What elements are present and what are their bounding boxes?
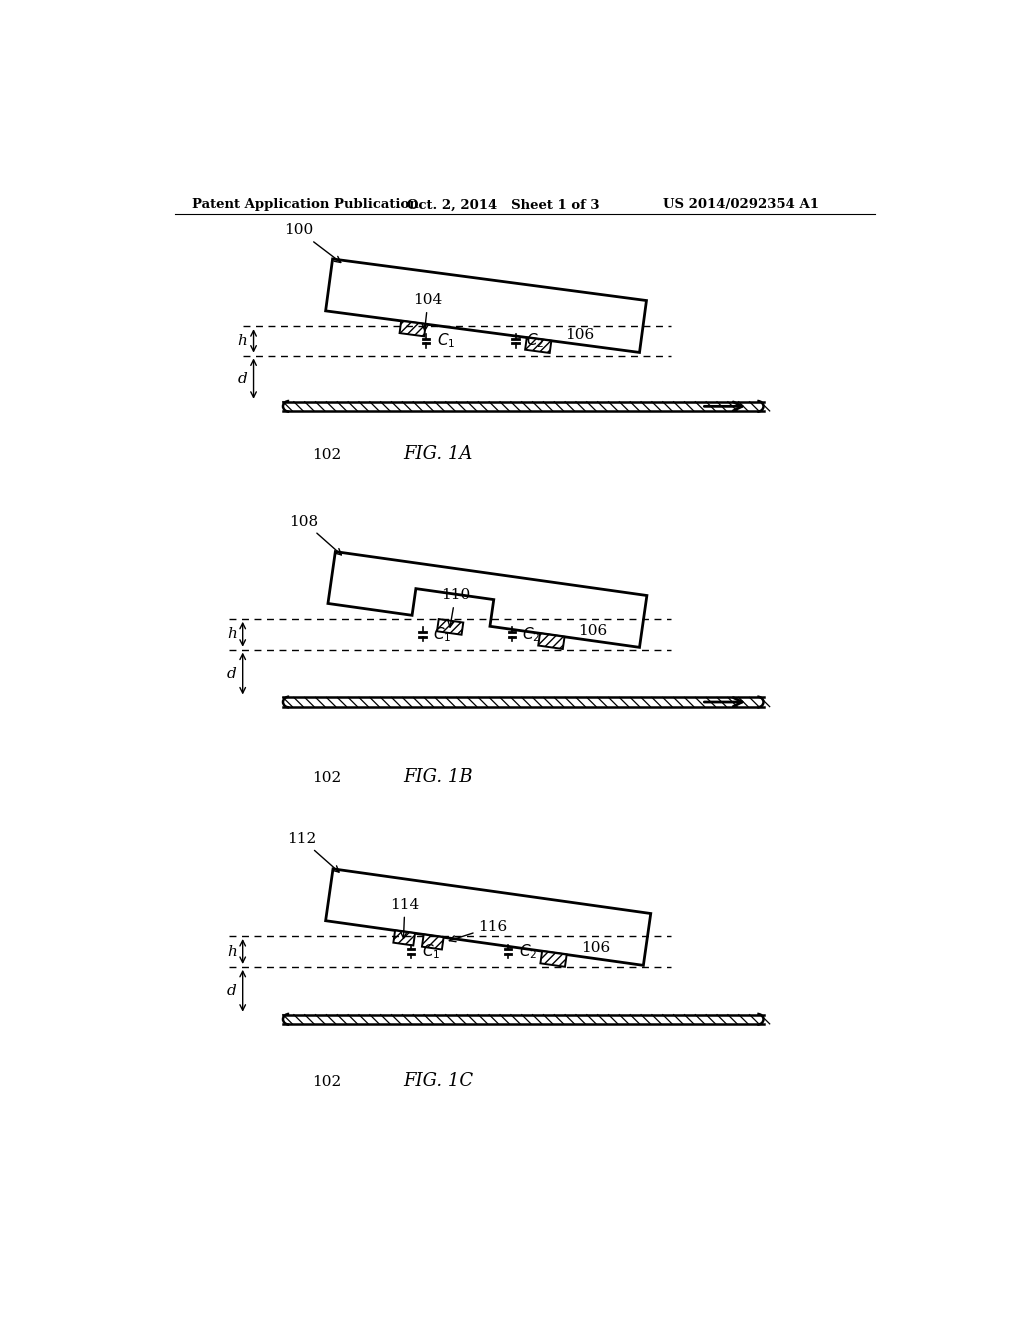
Polygon shape: [539, 634, 564, 649]
Text: 108: 108: [289, 515, 341, 554]
Text: 112: 112: [287, 832, 339, 873]
Text: d: d: [227, 667, 237, 681]
Text: Patent Application Publication: Patent Application Publication: [191, 198, 418, 211]
Text: 104: 104: [414, 293, 442, 330]
Text: FIG. 1B: FIG. 1B: [403, 768, 473, 787]
Text: 102: 102: [311, 1076, 341, 1089]
Polygon shape: [399, 321, 426, 337]
Text: d: d: [238, 372, 248, 385]
Text: d: d: [227, 983, 237, 998]
Text: 110: 110: [441, 589, 470, 627]
Text: 114: 114: [390, 898, 420, 939]
Text: 102: 102: [311, 771, 341, 785]
Text: US 2014/0292354 A1: US 2014/0292354 A1: [663, 198, 819, 211]
Text: FIG. 1A: FIG. 1A: [403, 445, 473, 463]
Text: $C_1$: $C_1$: [433, 624, 452, 644]
Text: 106: 106: [579, 623, 607, 638]
Text: 106: 106: [565, 327, 595, 342]
Text: 102: 102: [311, 447, 341, 462]
Text: h: h: [227, 945, 237, 958]
Text: $C_1$: $C_1$: [422, 942, 440, 961]
Text: $C_1$: $C_1$: [437, 331, 456, 350]
Polygon shape: [541, 952, 566, 966]
Text: h: h: [227, 627, 237, 642]
Text: 116: 116: [450, 920, 508, 941]
Polygon shape: [437, 619, 463, 635]
Text: $C_2$: $C_2$: [518, 942, 537, 961]
Text: $C_2$: $C_2$: [522, 624, 541, 644]
Text: Oct. 2, 2014   Sheet 1 of 3: Oct. 2, 2014 Sheet 1 of 3: [407, 198, 599, 211]
Polygon shape: [422, 935, 443, 949]
Polygon shape: [525, 338, 551, 352]
Polygon shape: [393, 931, 415, 945]
Text: 100: 100: [284, 223, 341, 263]
Text: FIG. 1C: FIG. 1C: [402, 1072, 473, 1090]
Text: $C_2$: $C_2$: [526, 331, 545, 350]
Text: h: h: [238, 334, 248, 348]
Text: 106: 106: [581, 941, 610, 956]
